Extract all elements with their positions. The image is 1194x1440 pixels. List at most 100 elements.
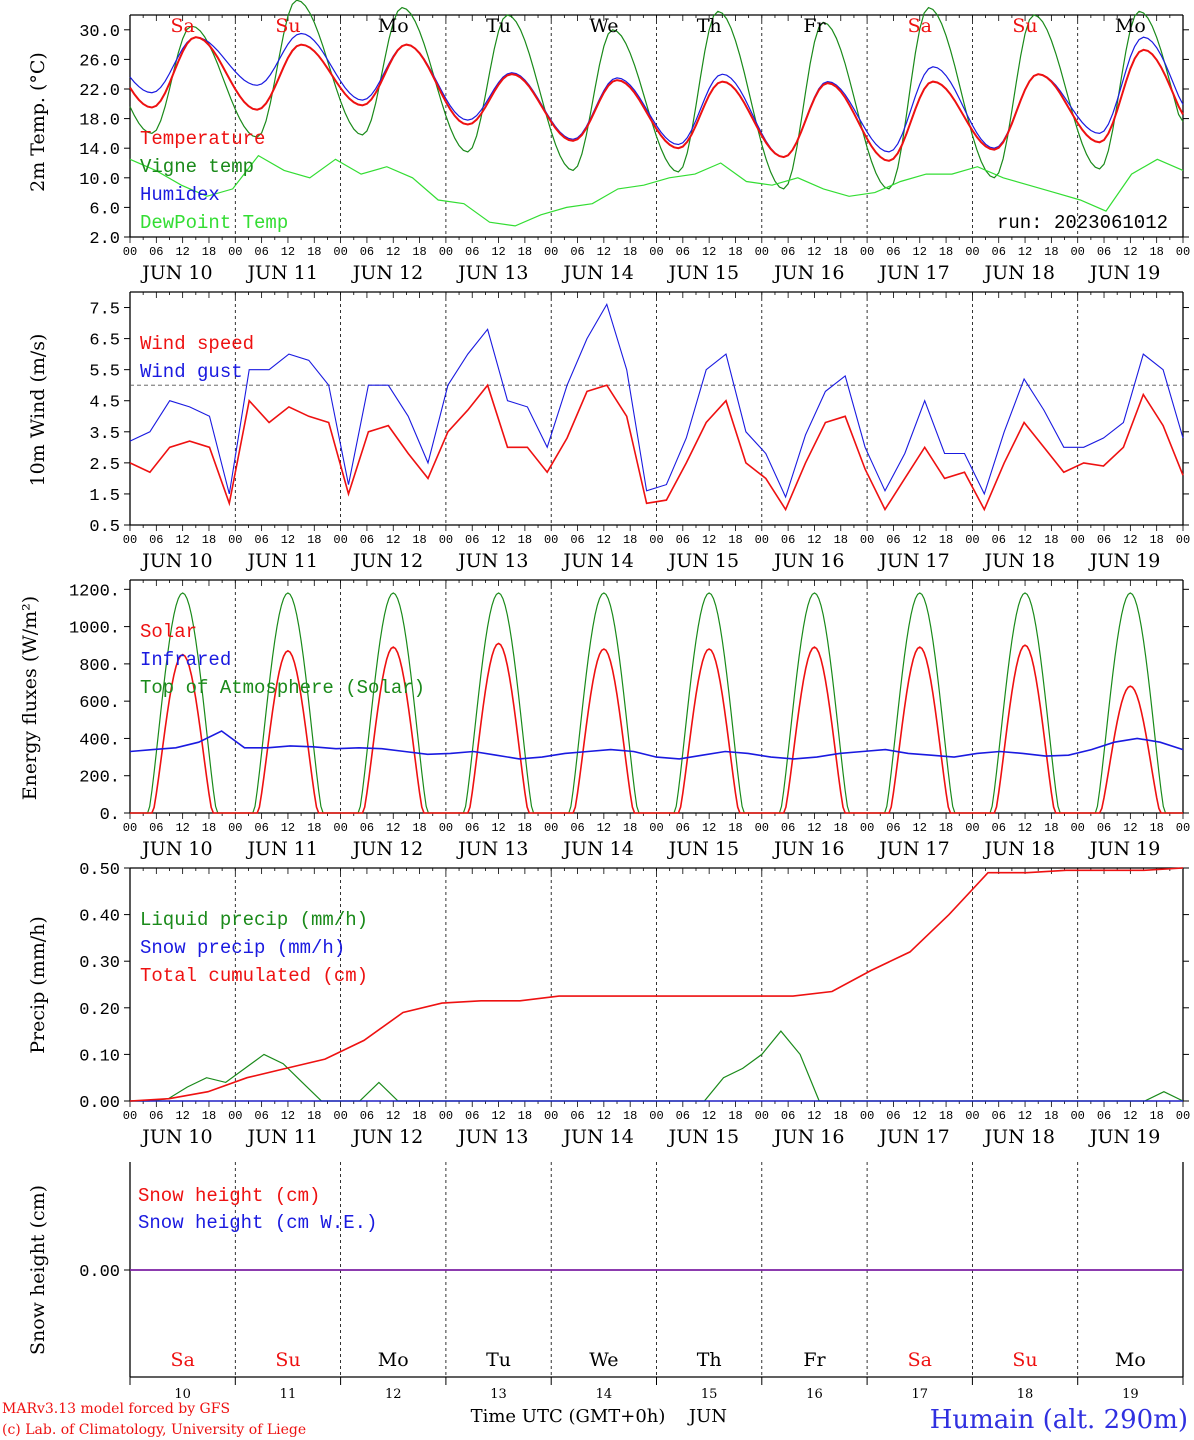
temp-hour-label: 12 xyxy=(807,245,821,259)
energy-hour-label: 00 xyxy=(860,821,874,835)
precip-hour-label: 00 xyxy=(755,1109,769,1123)
precip-hour-label: 06 xyxy=(992,1109,1006,1123)
precip-ytick-label: 0.10 xyxy=(79,1047,120,1066)
energy-hour-label: 06 xyxy=(1097,821,1111,835)
temp-hour-label: 00 xyxy=(755,245,769,259)
energy-hour-label: 18 xyxy=(623,821,637,835)
wind-hour-label: 12 xyxy=(281,533,295,547)
total-cumulated-line xyxy=(129,867,1184,1102)
precip-day-label: JUN 18 xyxy=(983,1126,1055,1148)
snow-panel: 0.00 Snow height (cm) Snow height (cm) Snow… xyxy=(27,1162,1184,1402)
snow-legend-0: Snow height (cm) xyxy=(138,1185,320,1207)
energy-ylabel: Energy fluxes (W/m²) xyxy=(19,596,41,800)
precip-day-label: JUN 11 xyxy=(245,1126,317,1148)
temp-ytick-label: 14.0 xyxy=(79,141,120,160)
precip-hour-label: 12 xyxy=(281,1109,295,1123)
temp-day-label: JUN 10 xyxy=(140,262,212,284)
temp-ytick-label: 2.0 xyxy=(89,230,120,249)
energy-hour-label: 06 xyxy=(676,821,690,835)
temp-hour-label: 18 xyxy=(728,245,742,259)
snow-legend-1: Snow height (cm W.E.) xyxy=(138,1212,377,1234)
energy-hour-label: 18 xyxy=(518,821,532,835)
temp-hour-label: 12 xyxy=(702,245,716,259)
precip-hour-label: 12 xyxy=(386,1109,400,1123)
infrared-line xyxy=(129,730,1184,760)
weekday-bottom-3: Tu xyxy=(486,1349,511,1371)
precip-legend-0: Liquid precip (mm/h) xyxy=(140,909,368,931)
day-number-8: 18 xyxy=(1017,1387,1034,1402)
precip-hour-label: 12 xyxy=(175,1109,189,1123)
dewpoint-line xyxy=(129,154,1184,227)
temp-hour-label: 18 xyxy=(202,245,216,259)
precip-hour-label: 06 xyxy=(570,1109,584,1123)
energy-day-label: JUN 12 xyxy=(351,838,423,860)
snow-ytick-label: 0.00 xyxy=(79,1263,120,1282)
footer: MARv3.13 model forced by GFS (c) Lab. of… xyxy=(2,1401,1188,1438)
energy-ytick-label: 0. xyxy=(100,806,120,825)
temp-hour-label: 18 xyxy=(1044,245,1058,259)
temp-hour-label: 06 xyxy=(676,245,690,259)
energy-legend-2: Top of Atmosphere (Solar) xyxy=(140,677,425,699)
energy-hour-label: 18 xyxy=(939,821,953,835)
wind-hour-label: 00 xyxy=(439,533,453,547)
precip-ytick-label: 0.30 xyxy=(79,954,120,973)
precip-hour-label: 00 xyxy=(860,1109,874,1123)
wind-speed-line xyxy=(129,383,1184,512)
temp-legend-1: Vigne temp xyxy=(140,156,254,178)
day-number-6: 16 xyxy=(806,1387,823,1402)
energy-hour-label: 12 xyxy=(386,821,400,835)
temp-hour-label: 18 xyxy=(1149,245,1163,259)
energy-legend-0: Solar xyxy=(140,621,197,643)
precip-ytick-label: 0.00 xyxy=(79,1094,120,1113)
energy-hour-label: 00 xyxy=(544,821,558,835)
precip-hour-label: 06 xyxy=(1097,1109,1111,1123)
temp-hour-label: 12 xyxy=(1018,245,1032,259)
wind-ytick-label: 5.5 xyxy=(89,363,120,382)
temp-hour-label: 06 xyxy=(254,245,268,259)
temp-hour-label: 12 xyxy=(281,245,295,259)
wind-hour-label: 12 xyxy=(1018,533,1032,547)
precip-hour-label: 18 xyxy=(202,1109,216,1123)
energy-day-label: JUN 14 xyxy=(561,838,633,860)
temp-hour-label: 06 xyxy=(570,245,584,259)
wind-hour-label: 18 xyxy=(1149,533,1163,547)
vigne-temp-line xyxy=(129,0,1184,190)
temp-day-label: JUN 17 xyxy=(877,262,949,284)
temp-hour-label: 06 xyxy=(781,245,795,259)
precip-hour-label: 12 xyxy=(702,1109,716,1123)
energy-legend-1: Infrared xyxy=(140,649,231,671)
precip-hour-label: 12 xyxy=(1018,1109,1032,1123)
energy-hour-label: 18 xyxy=(728,821,742,835)
precip-hour-label: 00 xyxy=(439,1109,453,1123)
temp-hour-label: 18 xyxy=(518,245,532,259)
wind-ytick-label: 7.5 xyxy=(89,301,120,320)
energy-hour-label: 00 xyxy=(1070,821,1084,835)
weekday-bottom-4: We xyxy=(589,1349,618,1371)
precip-ytick-label: 0.20 xyxy=(79,1001,120,1020)
wind-hour-label: 18 xyxy=(412,533,426,547)
temp-legend-2: Humidex xyxy=(140,184,220,206)
energy-ytick-label: 1200. xyxy=(69,582,120,601)
day-number-3: 13 xyxy=(490,1387,507,1402)
energy-ytick-label: 800. xyxy=(79,657,120,676)
temp-hour-label: 00 xyxy=(649,245,663,259)
precip-hour-label: 12 xyxy=(597,1109,611,1123)
temp-hour-label: 06 xyxy=(992,245,1006,259)
precip-hour-label: 06 xyxy=(465,1109,479,1123)
energy-hour-label: 00 xyxy=(755,821,769,835)
temp-hour-label: 06 xyxy=(149,245,163,259)
precip-hour-label: 12 xyxy=(807,1109,821,1123)
wind-hour-label: 00 xyxy=(860,533,874,547)
precip-hour-label: 18 xyxy=(1149,1109,1163,1123)
precip-legend-2: Total cumulated (cm) xyxy=(140,965,368,987)
wind-ytick-label: 1.5 xyxy=(89,487,120,506)
temperature-panel: 00 06 12 18 00 06 12 18 00 06 12 18 00 06 12 18 00 06 12 18… xyxy=(27,0,1190,284)
wind-ytick-label: 3.5 xyxy=(89,425,120,444)
precip-day-label: JUN 10 xyxy=(140,1126,212,1148)
wind-day-label: JUN 12 xyxy=(351,550,423,572)
energy-hour-label: 12 xyxy=(1018,821,1032,835)
temp-ytick-label: 26.0 xyxy=(79,52,120,71)
wind-hour-label: 06 xyxy=(992,533,1006,547)
energy-day-label: JUN 17 xyxy=(877,838,949,860)
precip-day-label: JUN 14 xyxy=(561,1126,633,1148)
